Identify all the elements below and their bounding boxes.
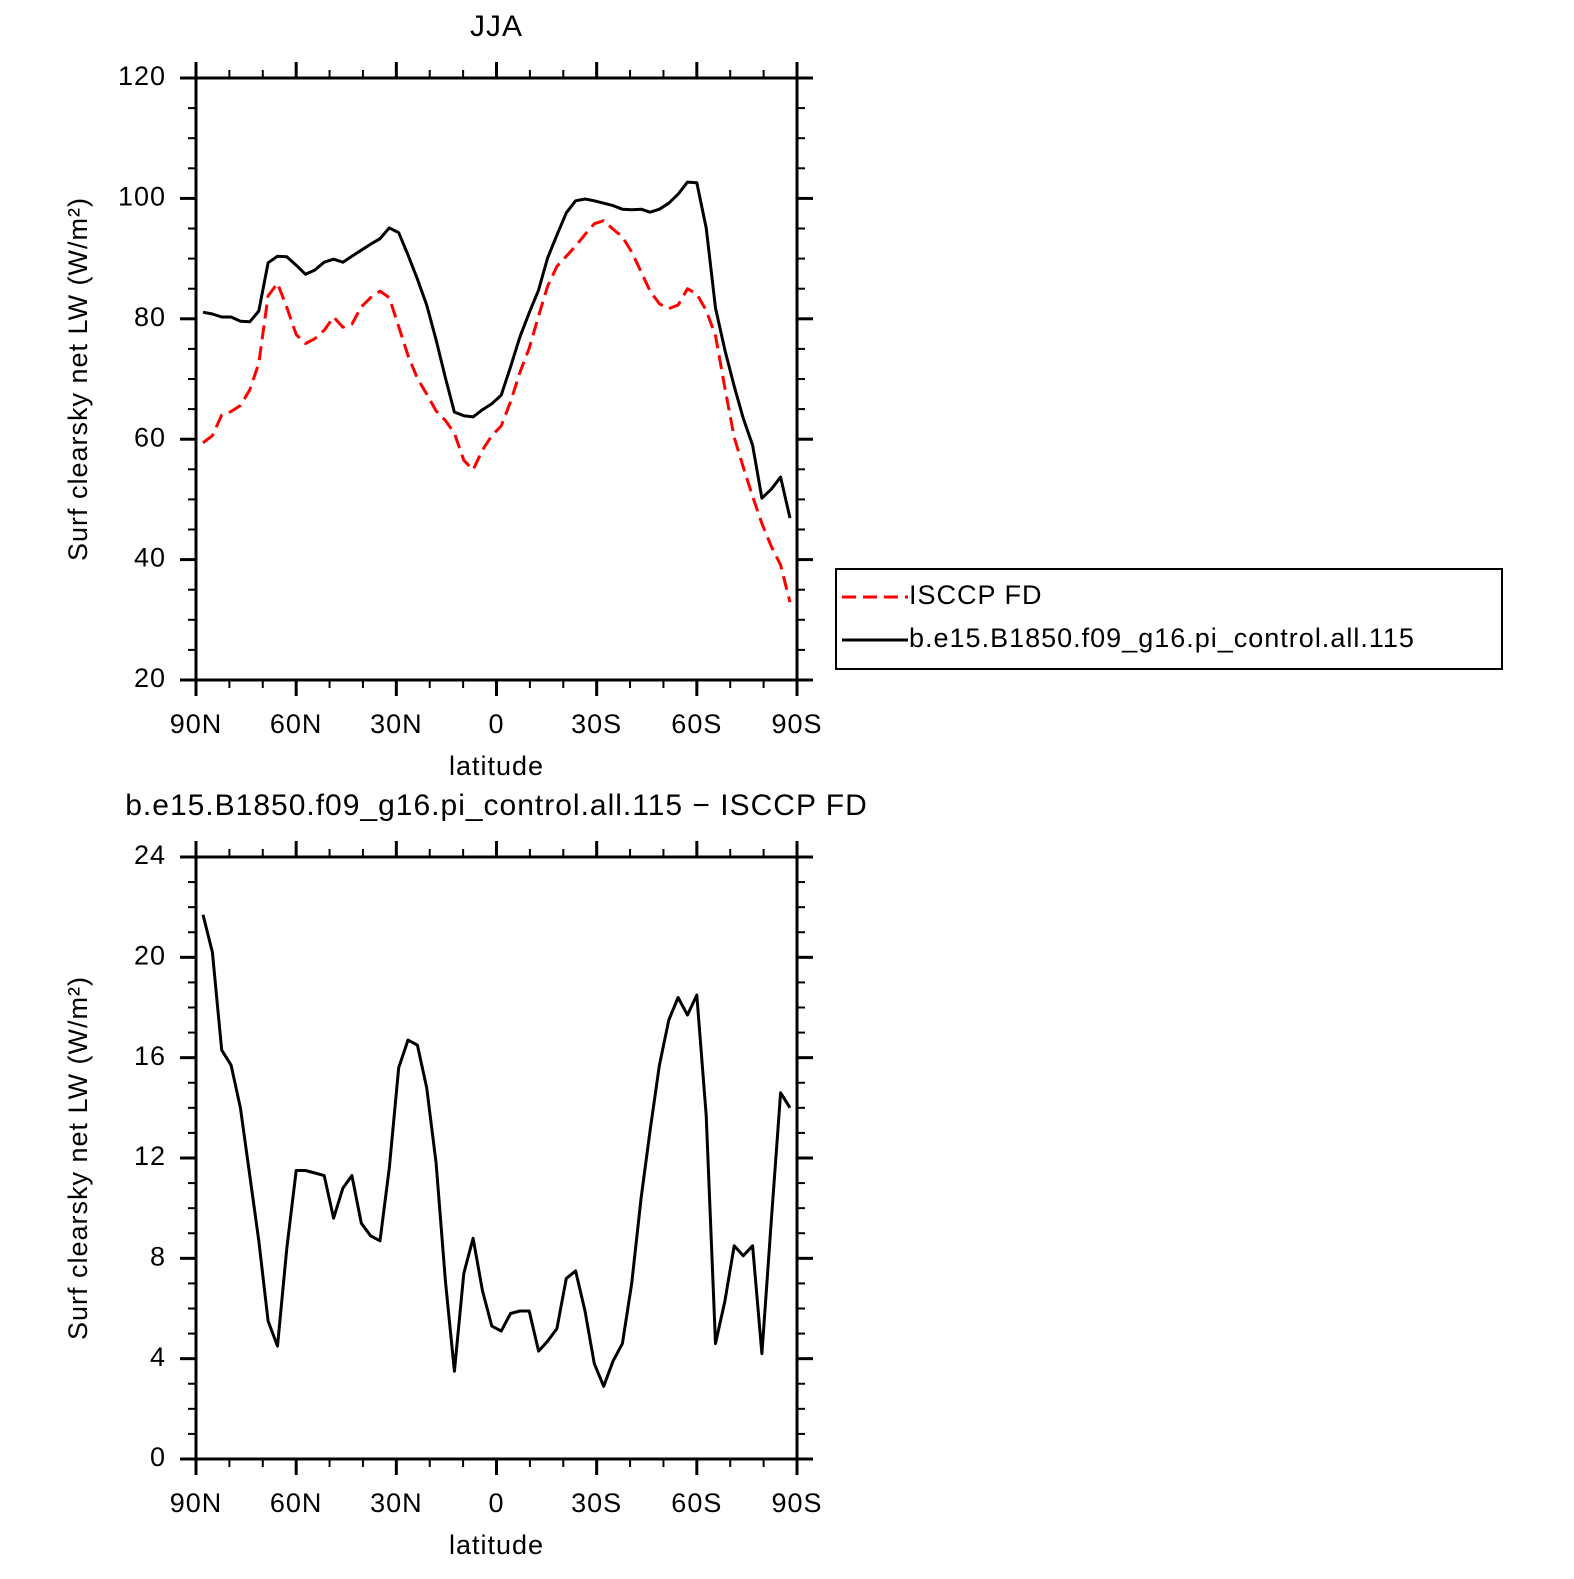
- x-tick-label: 60S: [671, 709, 722, 739]
- legend-box: [835, 568, 1503, 670]
- y-tick-label: 4: [150, 1342, 166, 1372]
- chart-title: b.e15.B1850.f09_g16.pi_control.all.115 −…: [125, 789, 868, 822]
- y-tick-label: 120: [118, 61, 166, 91]
- y-tick-label: 16: [134, 1041, 166, 1071]
- y-tick-label: 40: [134, 543, 166, 573]
- data-line: [202, 180, 792, 519]
- y-tick-label: 8: [150, 1241, 166, 1271]
- y-tick-label: 0: [150, 1442, 166, 1472]
- x-tick-label: 60S: [671, 1488, 722, 1518]
- x-tick-label: 30S: [571, 709, 622, 739]
- y-axis-label: Surf clearsky net LW (W/m²): [63, 197, 93, 561]
- x-tick-label: 90S: [771, 1488, 822, 1518]
- x-tick-label: 0: [488, 1488, 504, 1518]
- legend-label: b.e15.B1850.f09_g16.pi_control.all.115: [909, 623, 1415, 653]
- x-tick-label: 60N: [270, 709, 323, 739]
- legend-label: ISCCP FD: [909, 580, 1043, 610]
- x-axis-label: latitude: [449, 1530, 544, 1560]
- y-tick-label: 12: [134, 1141, 166, 1171]
- y-tick-label: 100: [118, 182, 166, 212]
- plot-frame: [194, 76, 799, 682]
- chart-title: JJA: [470, 10, 523, 43]
- x-tick-label: 30N: [370, 1488, 423, 1518]
- x-tick-label: 30N: [370, 709, 423, 739]
- y-tick-label: 80: [134, 302, 166, 332]
- x-tick-label: 90S: [771, 709, 822, 739]
- x-axis-label: latitude: [449, 751, 544, 781]
- data-line: [201, 914, 792, 1388]
- x-tick-label: 0: [488, 709, 504, 739]
- y-tick-label: 20: [134, 940, 166, 970]
- y-tick-label: 60: [134, 422, 166, 452]
- data-line: [202, 219, 792, 603]
- x-tick-label: 30S: [571, 1488, 622, 1518]
- x-tick-label: 90N: [170, 1488, 223, 1518]
- x-tick-label: 60N: [270, 1488, 323, 1518]
- x-tick-label: 90N: [170, 709, 223, 739]
- y-tick-label: 24: [134, 840, 166, 870]
- plot-frame: [194, 855, 799, 1461]
- y-axis-label: Surf clearsky net LW (W/m²): [63, 976, 93, 1340]
- y-tick-label: 20: [134, 663, 166, 693]
